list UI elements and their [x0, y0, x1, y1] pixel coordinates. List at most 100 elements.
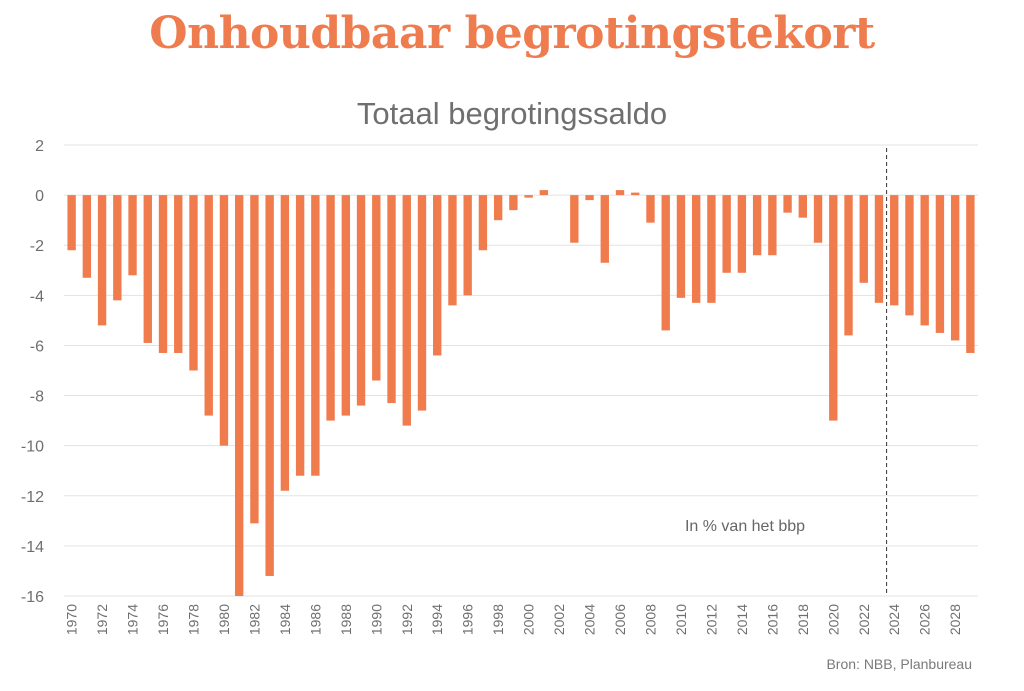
- y-axis-ticks: 2 0 -2 -4 -6 -8 -10 -12 -14 -16: [21, 138, 44, 606]
- bar-1988: [341, 195, 351, 416]
- bar-1985: [295, 195, 305, 476]
- bar-2021: [844, 195, 853, 336]
- gridlines: [64, 144, 978, 597]
- x-tick-label: 2010: [673, 604, 689, 635]
- bar-1998: [493, 195, 503, 221]
- bar-1975: [143, 195, 152, 343]
- bar-1987: [326, 195, 335, 421]
- bar-2023: [874, 195, 884, 303]
- bar-1993: [417, 195, 427, 411]
- bar-1992: [402, 195, 411, 426]
- chart-title: Totaal begrotingssaldo: [356, 96, 668, 131]
- bar-2006: [615, 190, 625, 196]
- y-tick-label: -10: [21, 439, 44, 456]
- x-tick-label: 2006: [612, 604, 628, 635]
- x-tick-label: 2002: [551, 604, 567, 635]
- bars: [67, 190, 975, 597]
- bar-2028: [950, 195, 960, 341]
- x-tick-label: 1998: [490, 604, 506, 635]
- bar-1989: [356, 195, 366, 406]
- x-tick-label: 1992: [399, 604, 415, 635]
- x-tick-label: 1984: [277, 604, 293, 635]
- y-tick-label: -16: [21, 589, 44, 606]
- bar-2008: [646, 195, 655, 223]
- x-tick-label: 2014: [734, 604, 750, 635]
- bar-1979: [204, 195, 213, 416]
- y-tick-label: -4: [30, 288, 44, 305]
- bar-2027: [935, 195, 945, 333]
- bar-2015: [752, 195, 762, 256]
- bar-2020: [829, 195, 838, 421]
- bar-1982: [250, 195, 259, 524]
- bar-2005: [600, 195, 609, 263]
- bar-1978: [189, 195, 198, 371]
- bar-2022: [859, 195, 868, 283]
- bar-1981: [234, 195, 244, 597]
- x-tick-label: 1972: [94, 604, 110, 635]
- x-tick-label: 2026: [917, 604, 933, 635]
- bar-1990: [372, 195, 381, 381]
- bar-2016: [768, 195, 777, 256]
- y-tick-label: -12: [21, 489, 44, 506]
- bar-2001: [539, 190, 549, 196]
- bar-1984: [280, 195, 290, 491]
- bar-1976: [158, 195, 168, 353]
- x-tick-label: 2016: [764, 604, 780, 635]
- x-tick-label: 2012: [703, 604, 719, 635]
- bar-1971: [82, 195, 92, 278]
- bar-2029: [966, 195, 975, 353]
- bar-1997: [478, 195, 488, 251]
- x-tick-label: 2022: [856, 604, 872, 635]
- bar-1973: [113, 195, 122, 301]
- bar-1980: [219, 195, 229, 446]
- bar-1972: [97, 195, 107, 326]
- page-title: Onhoudbaar begrotingstekort: [149, 8, 875, 59]
- unit-annotation: In % van het bbp: [685, 518, 805, 535]
- bar-2004: [585, 195, 594, 201]
- x-tick-label: 2024: [886, 604, 902, 635]
- bar-1999: [509, 195, 518, 211]
- bar-1977: [174, 195, 183, 353]
- bar-2000: [524, 195, 533, 198]
- x-tick-label: 1986: [307, 604, 323, 635]
- y-tick-label: 0: [35, 188, 44, 205]
- y-tick-label: -2: [30, 238, 44, 255]
- bar-1974: [128, 195, 137, 276]
- x-tick-label: 1994: [429, 604, 445, 635]
- bar-1996: [463, 195, 472, 296]
- bar-2025: [905, 195, 914, 316]
- y-tick-label: -6: [30, 338, 44, 355]
- bar-2024: [890, 195, 899, 306]
- y-tick-label: -8: [30, 389, 44, 406]
- bar-2003: [570, 195, 579, 243]
- x-axis-ticks: 1970 1972 1974 1976 1978 1980 1982 1984 1986 1988…: [64, 604, 963, 635]
- bar-2026: [920, 195, 929, 326]
- x-tick-label: 2018: [795, 604, 811, 635]
- bar-1995: [448, 195, 457, 306]
- bar-1983: [265, 195, 274, 576]
- x-tick-label: 1976: [155, 604, 171, 635]
- x-tick-label: 2028: [947, 604, 963, 635]
- x-tick-label: 1980: [216, 604, 232, 635]
- bar-2017: [783, 195, 792, 213]
- x-tick-label: 1988: [338, 604, 354, 635]
- x-tick-label: 1990: [368, 604, 384, 635]
- x-tick-label: 1996: [460, 604, 476, 635]
- bar-2013: [722, 195, 731, 273]
- bar-2007: [631, 192, 640, 196]
- bar-1986: [311, 195, 320, 476]
- x-tick-label: 2004: [582, 604, 598, 635]
- source-note: Bron: NBB, Planbureau: [826, 656, 972, 672]
- x-tick-label: 1974: [125, 604, 141, 635]
- bar-2012: [707, 195, 716, 303]
- x-tick-label: 2008: [643, 604, 659, 635]
- bar-1991: [387, 195, 396, 404]
- x-tick-label: 1978: [186, 604, 202, 635]
- bar-1994: [433, 195, 442, 356]
- y-tick-label: -14: [21, 539, 44, 556]
- bar-2014: [737, 195, 747, 273]
- x-tick-label: 2000: [521, 604, 537, 635]
- bar-2011: [691, 195, 701, 303]
- bar-2018: [798, 195, 808, 218]
